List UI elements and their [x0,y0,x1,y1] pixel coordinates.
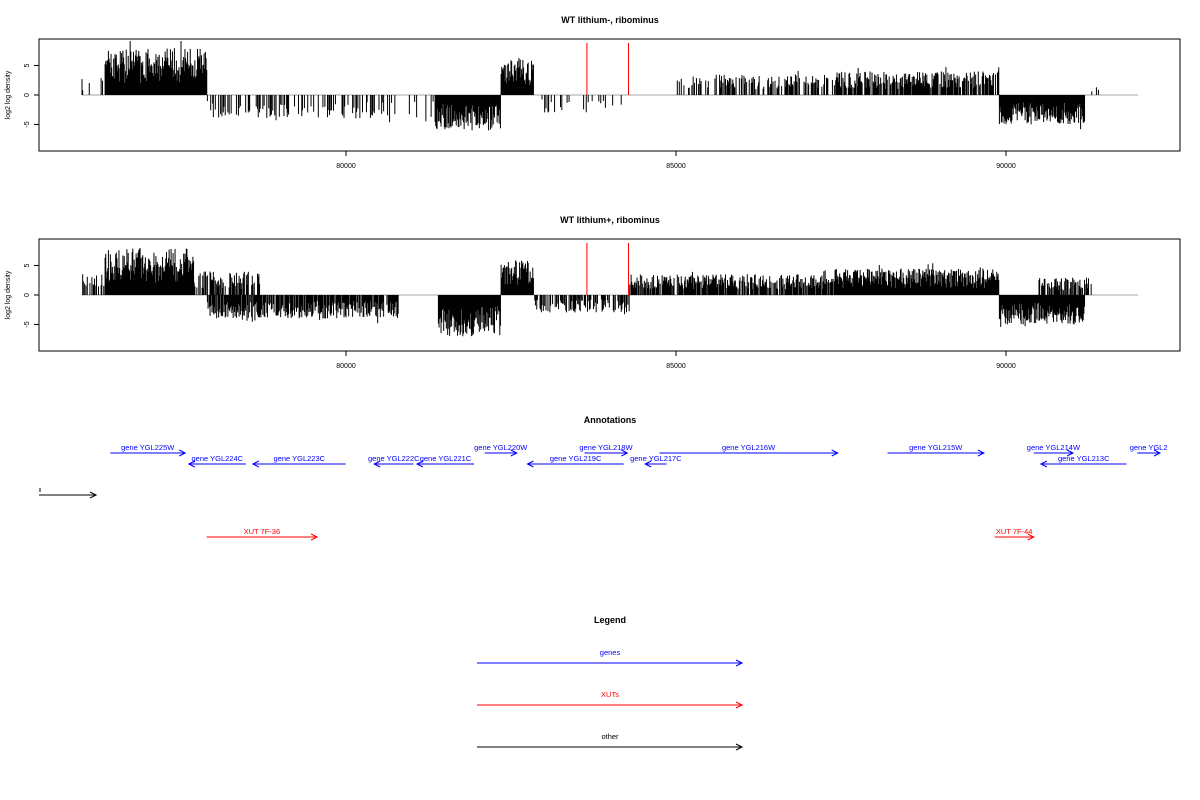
y-tick-label: 5 [24,263,31,267]
y-tick-label: 0 [24,93,31,97]
other-arrowhead [89,491,98,499]
y-tick-label: 0 [24,293,31,297]
legend-label: other [601,732,619,741]
gene-arrowhead [1153,449,1162,457]
x-tick-label: 85000 [666,163,686,170]
gene-label: gene YGL218W [579,443,633,452]
panel-2-bars [82,243,1138,337]
xut-label: XUT 7F-44 [996,527,1033,536]
legend-arrowhead [735,701,744,709]
gene-label: gene YGL213C [1058,454,1110,463]
panel-2-ylabel: log2 log density [5,270,12,319]
gene-label: gene YGL220W [474,443,528,452]
gene-arrowhead [373,460,381,468]
gene-arrowhead [187,460,195,468]
legend-items: genes XUTs other [477,648,744,751]
gene-arrowhead [621,449,629,457]
gene-label: gene YGL215W [909,443,963,452]
gene-label: gene YGL222C [368,454,420,463]
panel-2-title: WT lithium+, ribominus [560,215,660,225]
gene-label: gene YGL214W [1027,443,1081,452]
x-tick-label: 90000 [996,163,1016,170]
gene-arrowhead [831,449,839,457]
x-tick-label: 80000 [336,163,356,170]
xut-arrowhead [1027,533,1035,541]
legend-label: XUTs [601,690,619,699]
panel-1: WT lithium-, ribominus log2 log density … [5,15,1181,170]
y-tick-label: -5 [24,321,31,327]
gene-arrowhead [526,460,534,468]
y-tick-label: 5 [24,63,31,67]
gene-label: gene YGL219C [550,454,602,463]
panel-1-bars [81,40,1138,131]
xut-label: XUT 7F-36 [244,527,281,536]
annotation-tracks: gene YGL225W gene YGL224C gene YGL223C gene… [39,443,1168,541]
panel-2: WT lithium+, ribominus log2 log density … [5,215,1181,370]
gene-arrowhead [977,449,986,457]
y-tick-label: -5 [24,121,31,127]
legend-arrowhead [735,743,744,751]
legend-arrowhead [735,659,744,667]
gene-label: gene YGL223C [274,454,326,463]
panel-2-axes: -5 0 5 80000 85000 90000 [24,263,1016,370]
x-tick-label: 85000 [666,363,686,370]
panel-1-title: WT lithium-, ribominus [561,15,659,25]
gene-label: gene YGL221C [420,454,472,463]
legend-panel: Legend genes XUTs other [477,615,744,751]
xut-arrowhead [310,533,319,541]
gene-label: gene YGL225W [121,443,175,452]
gene-label: gene YGL224C [191,454,243,463]
legend-label: genes [600,648,621,657]
gene-arrowhead [251,460,260,468]
gene-arrowhead [178,449,187,457]
gene-label: gene YGL2 [1130,443,1168,452]
gene-arrowhead [1066,449,1075,457]
x-tick-label: 80000 [336,363,356,370]
gene-arrowhead [510,449,518,457]
panel-1-ylabel: log2 log density [5,70,12,119]
panel-1-axes: -5 0 5 80000 85000 90000 [24,63,1016,170]
gene-label: gene YGL216W [722,443,776,452]
legend-title: Legend [594,615,626,625]
gene-arrowhead [1039,460,1048,468]
gene-arrowhead [644,460,652,468]
gene-arrowhead [415,460,424,468]
annotations-title: Annotations [584,415,637,425]
x-tick-label: 90000 [996,363,1016,370]
gene-label: gene YGL217C [630,454,682,463]
